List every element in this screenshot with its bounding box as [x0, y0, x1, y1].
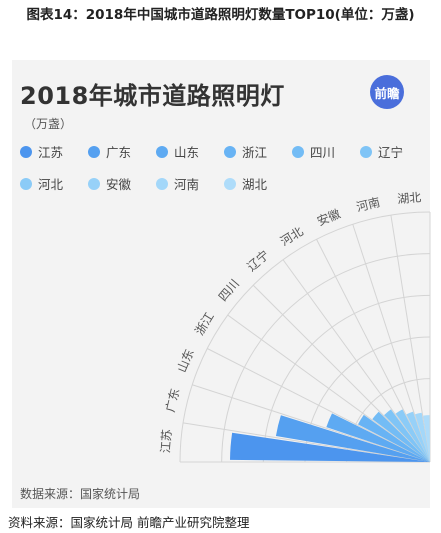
legend-swatch [20, 177, 32, 190]
chart-title: 2018年城市道路照明灯 [20, 82, 285, 110]
legend-swatch [156, 177, 168, 190]
category-label: 河北 [278, 224, 306, 248]
legend-swatch [360, 145, 372, 158]
category-label: 山东 [175, 347, 197, 375]
sector-河南[interactable] [415, 412, 430, 462]
grid-spoke [316, 239, 431, 463]
legend-item[interactable]: 河南 [156, 174, 199, 193]
sector-安徽[interactable] [406, 411, 430, 462]
category-label: 江苏 [158, 429, 174, 454]
legend-item[interactable]: 安徽 [88, 174, 131, 193]
category-label: 四川 [216, 277, 242, 304]
grid-spoke [352, 224, 431, 463]
sector-河北[interactable] [395, 409, 430, 462]
polar-grid [179, 211, 431, 463]
sector-江苏[interactable] [230, 432, 430, 462]
brand-badge: 前瞻 [370, 75, 404, 109]
legend-label: 安徽 [106, 177, 132, 192]
legend-label: 浙江 [242, 145, 268, 160]
category-label: 河南 [355, 194, 382, 214]
legend-swatch [224, 177, 236, 190]
legend-label: 广东 [106, 145, 132, 160]
legend-item[interactable]: 浙江 [224, 142, 267, 161]
legend-label: 辽宁 [378, 145, 404, 160]
grid-spoke [252, 284, 431, 463]
legend-swatch [292, 145, 304, 158]
legend-label: 山东 [174, 145, 200, 160]
sector-四川[interactable] [372, 411, 430, 462]
category-label: 安徽 [315, 206, 343, 229]
legend-label: 江苏 [38, 145, 64, 160]
legend-label: 河南 [174, 177, 200, 192]
grid-spoke [182, 422, 431, 463]
sector-湖北[interactable] [423, 415, 430, 462]
legend-item[interactable]: 辽宁 [360, 142, 403, 161]
unit-label: （万盏） [24, 117, 73, 131]
legend-label: 湖北 [242, 177, 268, 192]
legend-swatch [20, 145, 32, 158]
legend-item[interactable]: 湖北 [224, 174, 267, 193]
category-label: 广东 [163, 387, 182, 414]
grid-spoke [282, 259, 431, 463]
legend-swatch [88, 145, 100, 158]
footer-source: 资料来源：国家统计局 前瞻产业研究院整理 [8, 515, 250, 530]
sector-广东[interactable] [275, 415, 430, 462]
category-label: 湖北 [397, 189, 422, 206]
grid-spoke [207, 348, 431, 463]
legend-label: 河北 [38, 177, 64, 192]
legend-swatch [88, 177, 100, 190]
grid-spoke [390, 214, 431, 463]
figure-caption: 图表14：2018年中国城市道路照明灯数量TOP10(单位：万盏) [26, 7, 415, 23]
sector-浙江[interactable] [357, 414, 430, 462]
legend-label: 四川 [310, 145, 336, 160]
grid-spoke [227, 314, 431, 463]
category-label: 辽宁 [244, 247, 272, 274]
grid-spoke [192, 384, 431, 463]
source-note: 数据来源：国家统计局 [20, 487, 141, 501]
category-label: 浙江 [192, 310, 216, 338]
legend-item[interactable]: 广东 [88, 142, 131, 161]
legend-item[interactable]: 山东 [156, 142, 199, 161]
legend-item[interactable]: 江苏 [20, 142, 63, 161]
sector-山东[interactable] [326, 413, 430, 462]
legend-item[interactable]: 四川 [292, 142, 335, 161]
sector-辽宁[interactable] [384, 409, 430, 462]
legend-swatch [224, 145, 236, 158]
legend-swatch [156, 145, 168, 158]
legend-item[interactable]: 河北 [20, 174, 63, 193]
